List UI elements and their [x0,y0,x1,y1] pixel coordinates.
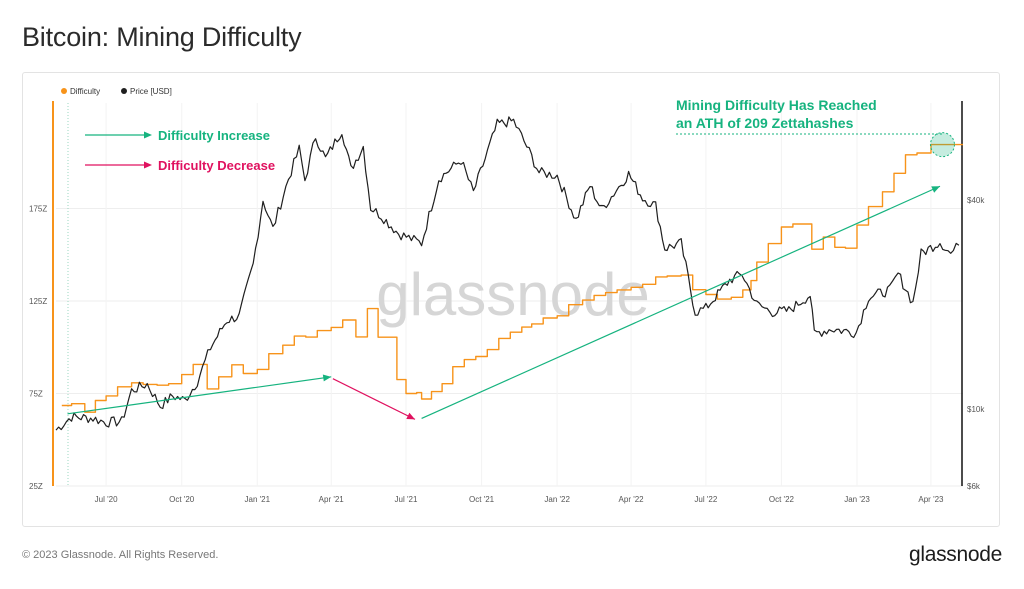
x-tick-label: Jul '22 [694,495,717,504]
arrowhead-icon [144,131,152,139]
x-tick-label: Jul '21 [395,495,418,504]
y-left-tick-label: 175Z [29,204,47,213]
copyright-text: © 2023 Glassnode. All Rights Reserved. [22,549,219,561]
ath-label-line1: Mining Difficulty Has Reached [676,97,877,113]
x-tick-label: Jan '21 [245,495,271,504]
trend-arrow-1 [332,378,416,420]
glassnode-logo: glassnode [908,543,1002,566]
x-tick-label: Oct '22 [769,495,795,504]
x-tick-label: Oct '20 [169,495,195,504]
page-title: Bitcoin: Mining Difficulty [22,22,302,52]
x-tick-label: Apr '23 [918,495,944,504]
arrowhead-icon [144,161,152,169]
mining-difficulty-chart: glassnode 25Z 75Z 125Z 175Z $6k $10k $40k Jul … [29,87,985,504]
arrowhead-icon [322,374,332,382]
y-left-tick-label: 125Z [29,297,47,306]
increase-label: Difficulty Increase [158,128,270,143]
arrowhead-icon [406,412,416,420]
y-right-tick-label: $40k [967,196,985,205]
ath-label-line2: an ATH of 209 Zettahashes [676,115,854,131]
decrease-label: Difficulty Decrease [158,158,275,173]
legend-label: Difficulty [70,87,100,96]
x-tick-label: Apr '21 [319,495,345,504]
chart-panel: glassnode 25Z 75Z 125Z 175Z $6k $10k $40k Jul … [22,72,1000,527]
x-tick-label: Jan '22 [544,495,570,504]
y-right-tick-label: $6k [967,482,981,491]
x-tick-label: Oct '21 [469,495,495,504]
arrowhead-icon [931,186,940,193]
trend-arrow-2 [421,185,941,420]
ath-highlight-circle [929,132,955,158]
x-tick-label: Apr '22 [619,495,645,504]
x-tick-label: Jan '23 [844,495,870,504]
y-right-tick-label: $10k [967,405,985,414]
watermark: glassnode [376,261,650,328]
difficulty-series-line [61,143,963,413]
legend-label: Price [USD] [130,87,172,96]
y-left-tick-label: 75Z [29,389,43,398]
legend-marker [121,88,127,94]
y-left-tick-label: 25Z [29,482,43,491]
x-tick-label: Jul '20 [95,495,118,504]
legend-marker [61,88,67,94]
price-series-line [55,116,960,431]
trend-arrow-0 [67,376,332,415]
